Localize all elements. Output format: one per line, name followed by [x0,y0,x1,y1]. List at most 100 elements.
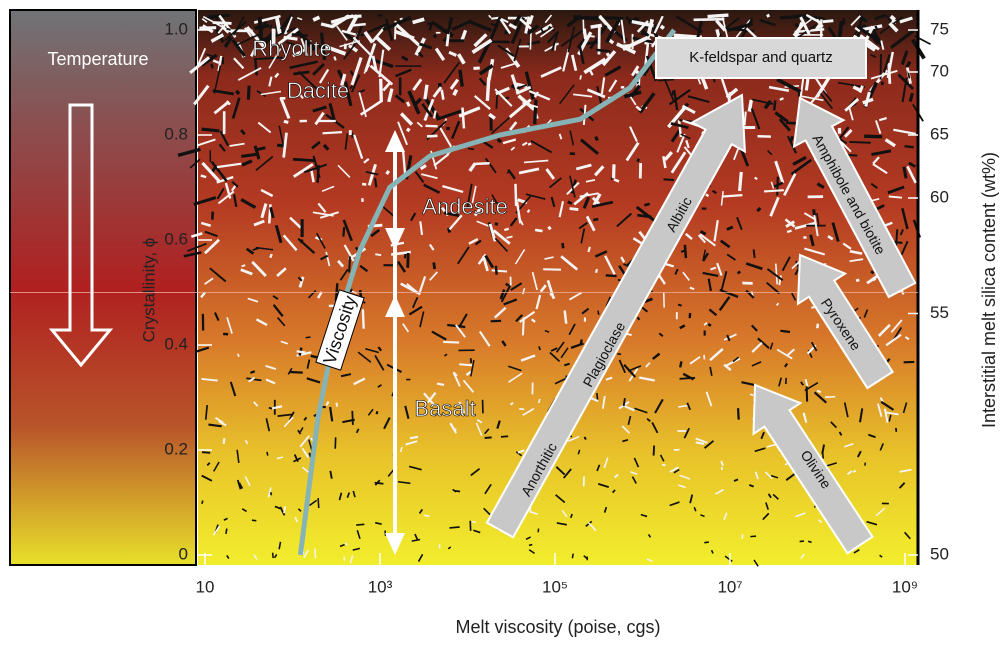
crystal [572,554,573,559]
y-tick-label: 0.2 [164,439,188,458]
crystal [864,136,882,137]
crystal [468,148,474,149]
crystal [814,209,815,216]
crystal [528,210,530,213]
crystal [257,148,265,150]
crystal [750,394,753,395]
crystal [434,111,435,119]
crystal [352,132,353,137]
crystal [787,231,791,232]
crystal [290,372,303,373]
crystal [638,159,639,162]
crystal [313,17,319,20]
crystal [823,451,824,458]
x-tick-label: 10⁹ [892,577,918,596]
crystal [708,324,711,326]
x-tick-label: 10⁷ [717,577,742,596]
crystal [322,132,342,133]
crystal [593,219,598,220]
crystal [590,36,594,37]
y2-axis-title: Interstitial melt silica content (wt%) [979,152,999,428]
crystal [309,453,310,457]
crystal [754,249,755,258]
crystal [437,384,444,385]
crystal [270,25,271,29]
y2-tick-label: 65 [930,124,949,143]
crystal [487,77,488,101]
crystal [817,25,820,30]
crystal [430,22,432,30]
crystal [248,86,249,100]
crystal [791,136,793,142]
crystal [424,515,430,516]
crystal [362,184,366,185]
crystal [410,437,418,438]
y2-tick-label: 70 [930,61,949,80]
crystal [293,159,315,160]
y-tick-label: 0.4 [164,334,188,353]
y2-tick-label: 75 [930,19,949,38]
crystal [505,98,508,99]
crystal [306,337,311,338]
crystal [795,24,798,25]
crystal [454,90,457,95]
crystal [780,98,784,100]
y2-tick-label: 55 [930,303,949,322]
y-tick-label: 0 [179,544,188,563]
crystal [407,129,410,131]
crystal [624,398,625,406]
crystal [387,171,389,174]
crystal [764,190,784,191]
crystal [661,26,663,29]
y-tick-label: 0.8 [164,124,188,143]
crystal [800,541,804,542]
crystal [749,100,751,112]
crystal [459,364,473,365]
crystal [501,436,508,437]
crystal [654,446,655,456]
crystal [596,137,598,141]
crystal [334,56,335,60]
crystal [506,284,509,286]
crystal [817,391,821,392]
crystal [224,438,225,444]
crystal [407,102,409,106]
crystal [267,452,268,456]
crystal [375,178,376,187]
crystal [549,227,551,230]
y-tick-label: 0.6 [164,229,188,248]
temperature-label: Temperature [47,49,148,69]
crystal [596,50,610,52]
crystal [680,361,681,367]
crystal [363,309,364,328]
crystal [356,524,364,525]
crystal [515,184,516,206]
crystal [706,194,709,196]
crystal [853,471,856,472]
crystal [568,202,572,204]
crystal [565,310,567,323]
crystal [270,254,271,258]
crystal [570,208,579,209]
crystal [690,313,691,318]
crystal [856,280,859,281]
crystal [255,60,256,76]
crystal [271,492,272,495]
crystal [523,317,524,335]
crystal [535,100,536,125]
crystal [579,17,584,19]
crystal [405,254,406,258]
y-tick-label: 1.0 [164,19,188,38]
crystal [318,498,319,508]
crystal [202,452,210,453]
crystal [472,521,475,522]
crystal [539,399,540,403]
crystal [381,79,382,102]
x-tick-label: 10 [196,577,215,596]
crystal [425,85,427,100]
crystal [905,146,914,147]
crystal [529,545,532,546]
crystal [455,491,460,492]
crystal [596,269,597,273]
